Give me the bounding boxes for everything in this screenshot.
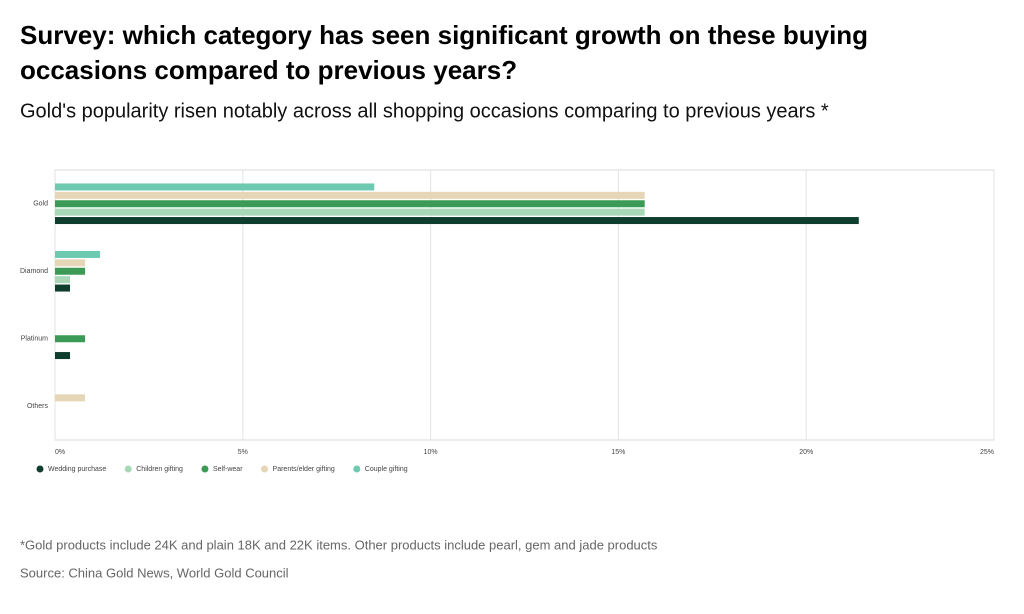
x-tick-label: 20% xyxy=(799,449,813,456)
chart-title-line1: Survey: which category has seen signific… xyxy=(20,20,868,85)
x-tick-label: 0% xyxy=(55,449,65,456)
bar xyxy=(55,267,86,275)
bar xyxy=(55,276,71,284)
legend-swatch xyxy=(261,465,269,473)
bar xyxy=(55,250,101,258)
y-tick-label: Others xyxy=(27,403,49,410)
legend-swatch xyxy=(353,465,361,473)
bar xyxy=(55,208,645,216)
y-tick-label: Platinum xyxy=(21,336,48,343)
bar xyxy=(55,335,86,343)
x-tick-label: 25% xyxy=(980,449,994,456)
bar xyxy=(55,394,86,402)
legend-label: Wedding purchase xyxy=(48,466,106,473)
bar xyxy=(55,352,71,360)
footnote: *Gold products include 24K and plain 18K… xyxy=(20,537,658,552)
legend-label: Children gifting xyxy=(136,466,183,473)
legend-swatch xyxy=(36,465,44,473)
bar xyxy=(55,183,375,191)
legend-label: Couple gifting xyxy=(365,466,408,473)
source: Source: China Gold News, World Gold Coun… xyxy=(20,565,289,580)
legend-swatch xyxy=(201,465,209,473)
x-tick-label: 5% xyxy=(238,449,248,456)
chart-subtitle: Gold's popularity risen notably across a… xyxy=(20,100,829,122)
legend-label: Parents/elder gifting xyxy=(273,466,335,473)
bar xyxy=(55,191,645,199)
bar xyxy=(55,284,71,292)
bar xyxy=(55,259,86,267)
legend-swatch xyxy=(124,465,132,473)
bar xyxy=(55,217,859,225)
x-tick-label: 15% xyxy=(611,449,625,456)
x-tick-label: 10% xyxy=(424,449,438,456)
y-tick-label: Gold xyxy=(33,201,48,208)
bar xyxy=(55,200,645,208)
legend-label: Self-wear xyxy=(213,466,243,473)
y-tick-label: Diamond xyxy=(20,268,48,275)
